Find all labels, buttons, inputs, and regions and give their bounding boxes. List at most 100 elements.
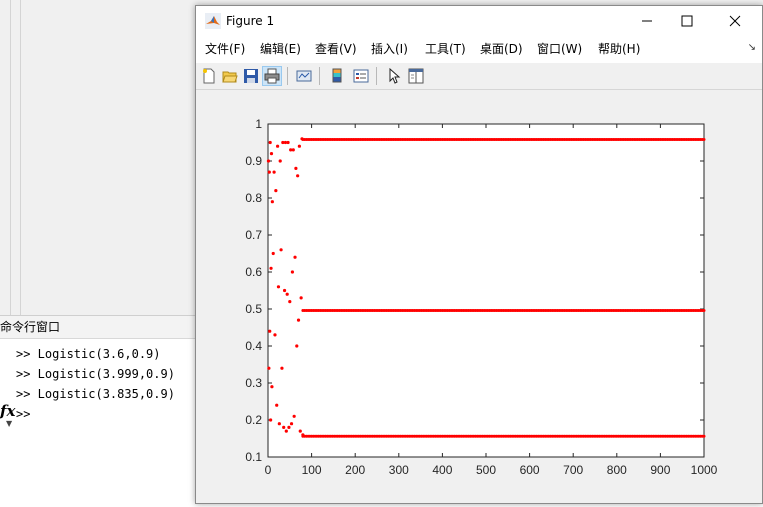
command-prompt[interactable]: >> — [16, 407, 31, 421]
scatter-plot[interactable]: 0 100 200 300 400 500 600 700 800 900 1000 0.1 0.2 0.… — [196, 90, 762, 503]
data-point — [267, 366, 271, 370]
data-point — [275, 403, 279, 407]
data-point — [296, 318, 301, 322]
property-inspector-icon — [408, 68, 424, 84]
command-line: >> Logistic(3.6,0.9) — [16, 347, 161, 361]
colorbar-icon — [332, 68, 342, 83]
fx-caret-icon[interactable]: ▼ — [6, 419, 13, 428]
data-point — [274, 189, 278, 193]
data-point — [295, 344, 299, 348]
menu-window[interactable]: 窗口(W) — [537, 42, 583, 56]
menu-file[interactable]: 文件(F) — [205, 42, 246, 56]
x-tick-label: 300 — [389, 463, 409, 477]
panel-divider-right — [10, 0, 21, 315]
data-point — [294, 166, 298, 170]
data-point — [702, 434, 706, 438]
data-point — [268, 140, 272, 145]
figure-canvas[interactable]: 0 100 200 300 400 500 600 700 800 900 1000 0.1 0.2 0.… — [196, 90, 762, 503]
x-tick-label: 900 — [650, 463, 670, 477]
data-point — [270, 385, 274, 389]
link-plot-icon — [296, 70, 312, 82]
data-point — [266, 159, 271, 163]
maximize-icon — [681, 15, 693, 27]
data-point — [283, 140, 288, 145]
data-point — [299, 296, 303, 300]
data-point — [276, 285, 281, 289]
command-history: >> Logistic(3.6,0.9) >> Logistic(3.999,0… — [16, 344, 175, 424]
command-window-title: 命令行窗口 — [0, 316, 200, 339]
menu-view[interactable]: 查看(V) — [315, 42, 357, 56]
menu-insert[interactable]: 插入(I) — [371, 42, 408, 56]
data-point — [280, 366, 284, 370]
y-tick-label: 0.8 — [245, 191, 262, 205]
menu-tools[interactable]: 工具(T) — [425, 42, 466, 56]
data-point — [269, 266, 273, 270]
toolbar-separator — [376, 67, 377, 85]
data-point — [281, 140, 285, 145]
data-point — [268, 329, 272, 333]
x-tick-label: 500 — [476, 463, 496, 477]
data-point — [298, 429, 302, 433]
data-point — [282, 288, 287, 293]
menu-edit[interactable]: 编辑(E) — [260, 42, 301, 56]
data-point — [269, 418, 273, 422]
new-figure-button[interactable] — [199, 66, 219, 86]
x-tick-label: 100 — [302, 463, 322, 477]
print-button[interactable] — [262, 66, 282, 86]
data-point — [297, 144, 301, 148]
legend-button[interactable] — [351, 66, 371, 86]
data-point — [272, 170, 276, 174]
close-button[interactable] — [712, 6, 758, 36]
x-tick-label: 400 — [432, 463, 452, 477]
link-plot-button[interactable] — [294, 66, 314, 86]
save-icon — [244, 69, 258, 83]
command-line: >> Logistic(3.835,0.9) — [16, 387, 175, 401]
data-point — [702, 138, 706, 142]
data-point — [293, 255, 297, 259]
data-point — [702, 308, 706, 312]
matlab-logo-icon — [205, 13, 221, 29]
menu-overflow-icon[interactable]: ↘ — [747, 42, 756, 53]
minimize-button[interactable] — [624, 6, 670, 36]
menu-help[interactable]: 帮助(H) — [598, 42, 641, 56]
y-tick-label: 0.7 — [245, 228, 262, 242]
save-button[interactable] — [241, 66, 261, 86]
print-icon — [264, 68, 280, 84]
y-tick-label: 0.2 — [245, 413, 262, 427]
figure-window[interactable]: Figure 1 文件(F) 编辑(E) 查看(V) 插入(I) 工具(T) 桌… — [195, 5, 763, 504]
title-bar[interactable]: Figure 1 — [196, 6, 762, 36]
data-point — [273, 333, 277, 337]
open-file-icon — [222, 71, 238, 83]
close-icon — [729, 15, 741, 27]
data-point — [269, 152, 274, 156]
x-tick-label: 0 — [265, 463, 272, 477]
data-point — [292, 414, 296, 418]
data-point — [288, 300, 292, 304]
pointer-icon — [389, 68, 401, 84]
fx-icon[interactable]: fx — [0, 402, 16, 420]
new-figure-icon — [203, 68, 215, 84]
property-inspector-button[interactable] — [406, 66, 426, 86]
y-tick-label: 0.6 — [245, 265, 262, 279]
legend-icon — [353, 69, 369, 83]
x-tick-label: 700 — [563, 463, 583, 477]
menu-bar: 文件(F) 编辑(E) 查看(V) 插入(I) 工具(T) 桌面(D) 窗口(W… — [196, 36, 762, 63]
data-point — [285, 292, 289, 296]
y-tick-label: 0.9 — [245, 154, 262, 168]
colorbar-button[interactable] — [327, 66, 347, 86]
data-point — [287, 425, 291, 429]
data-point — [286, 140, 290, 145]
panel-divider-left — [0, 0, 11, 315]
window-title: Figure 1 — [226, 14, 275, 28]
data-point — [282, 425, 286, 429]
x-tick-label: 200 — [345, 463, 365, 477]
open-file-button[interactable] — [220, 66, 240, 86]
data-point — [284, 429, 288, 433]
maximize-button[interactable] — [664, 6, 710, 36]
command-line: >> Logistic(3.999,0.9) — [16, 367, 175, 381]
data-point — [289, 422, 294, 426]
pointer-button[interactable] — [384, 66, 404, 86]
data-point — [271, 251, 275, 256]
data-point — [296, 174, 300, 178]
menu-desktop[interactable]: 桌面(D) — [480, 42, 523, 56]
